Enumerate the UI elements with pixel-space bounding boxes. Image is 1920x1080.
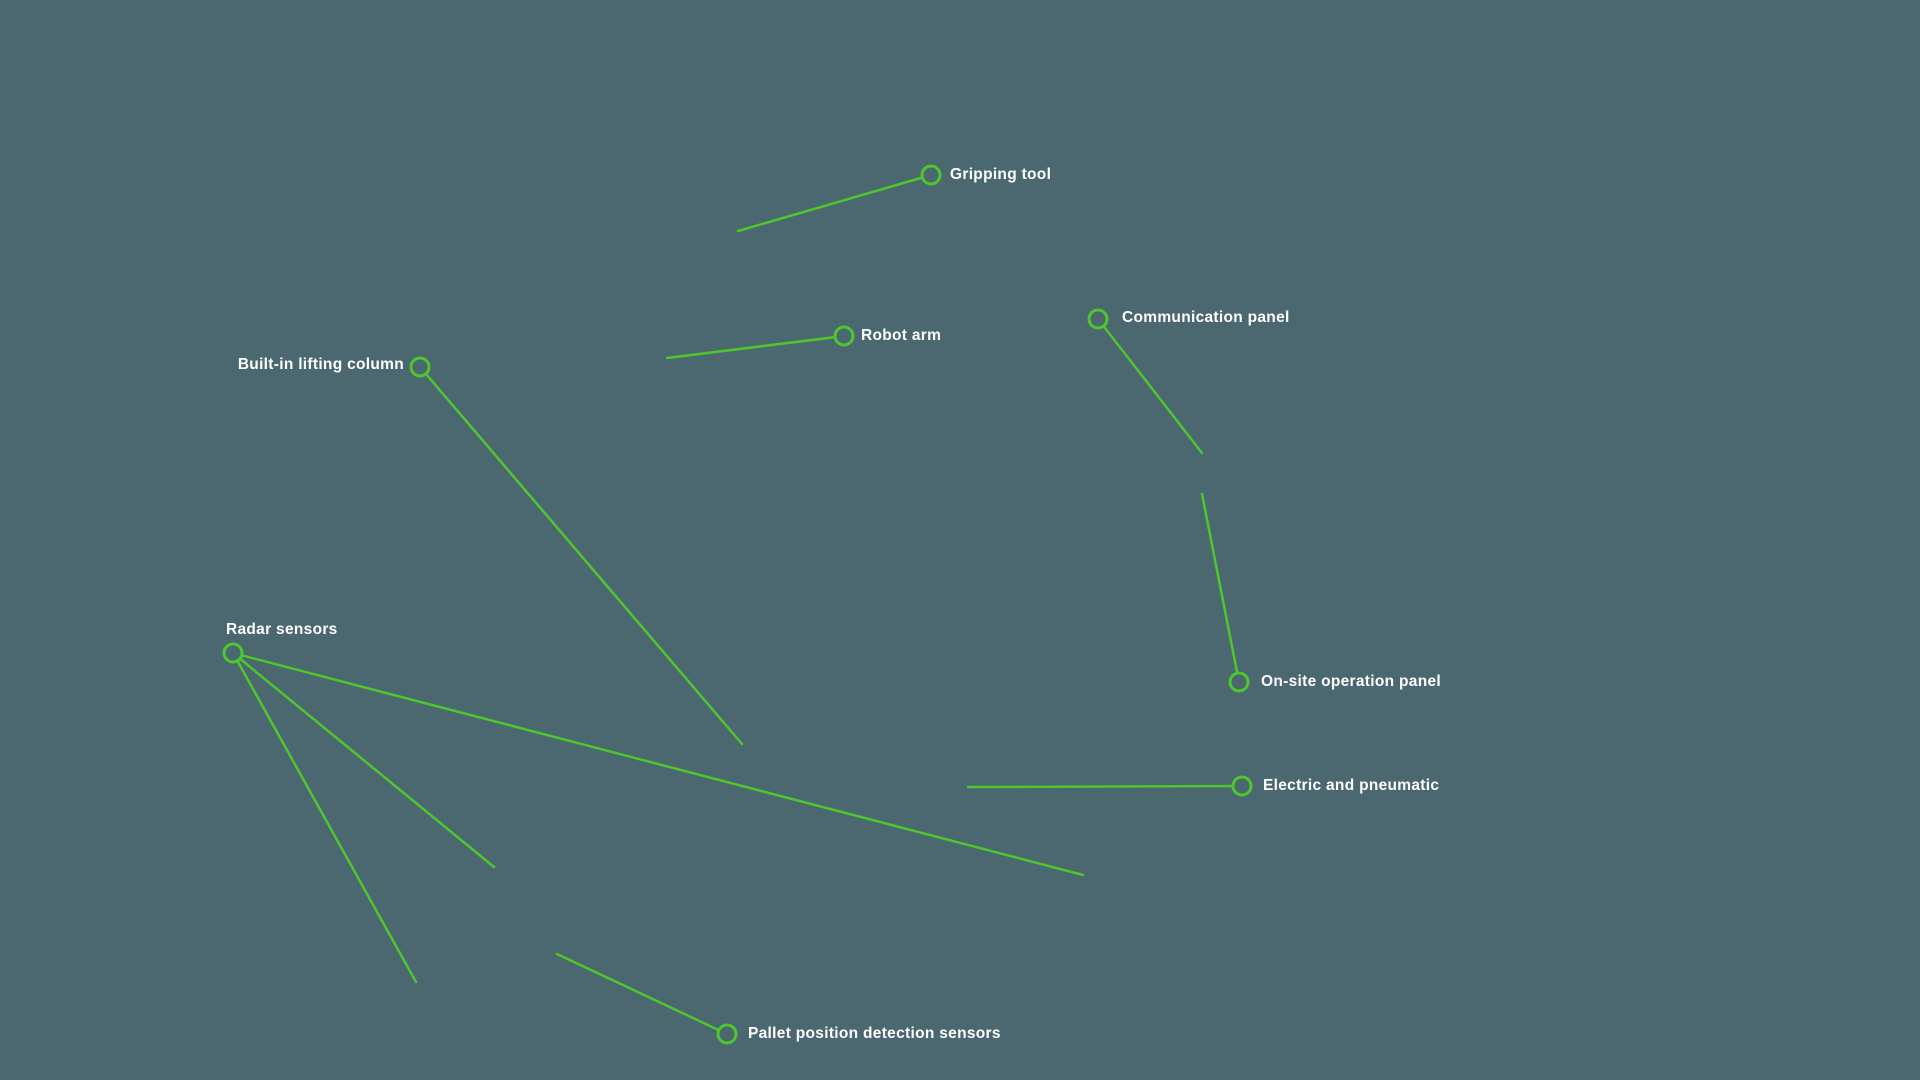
annotation-label-gripping-tool: Gripping tool — [950, 166, 1052, 183]
on-site-operation-panel-marker[interactable] — [1228, 671, 1250, 693]
annotation-label-built-in-lifting-column: Built-in lifting column — [237, 356, 404, 373]
communication-panel-marker[interactable] — [1087, 308, 1109, 330]
pallet-position-detection-sensors-marker[interactable] — [716, 1023, 738, 1045]
annotation-label-pallet-position-detection-sensors: Pallet position detection sensors — [748, 1025, 1001, 1042]
robot-arm-leader-line — [665, 334, 846, 360]
built-in-lifting-column-marker[interactable] — [409, 356, 431, 378]
annotation-label-on-site-operation-panel: On-site operation panel — [1261, 673, 1442, 690]
radar-sensors-leader-line-2 — [231, 651, 496, 869]
radar-sensors-marker[interactable] — [222, 642, 244, 664]
communication-panel-leader-line — [1096, 317, 1204, 455]
electric-and-pneumatic-marker[interactable] — [1231, 775, 1253, 797]
annotation-label-communication-panel: Communication panel — [1122, 309, 1290, 326]
gripping-tool-leader-line — [736, 173, 933, 233]
on-site-operation-panel-leader-line — [1200, 492, 1241, 684]
radar-sensors-leader-line-1 — [231, 651, 1085, 877]
annotation-label-radar-sensors: Radar sensors — [226, 621, 338, 638]
annotation-label-electric-and-pneumatic: Electric and pneumatic — [1263, 777, 1440, 794]
gripping-tool-marker[interactable] — [920, 164, 942, 186]
electric-and-pneumatic-leader-line — [966, 784, 1244, 789]
radar-sensors-leader-line-3 — [231, 651, 418, 984]
built-in-lifting-column-leader-line — [418, 365, 744, 746]
annotation-label-robot-arm: Robot arm — [861, 327, 942, 344]
pallet-position-detection-sensors-leader-line — [555, 952, 729, 1036]
robot-arm-marker[interactable] — [833, 325, 855, 347]
